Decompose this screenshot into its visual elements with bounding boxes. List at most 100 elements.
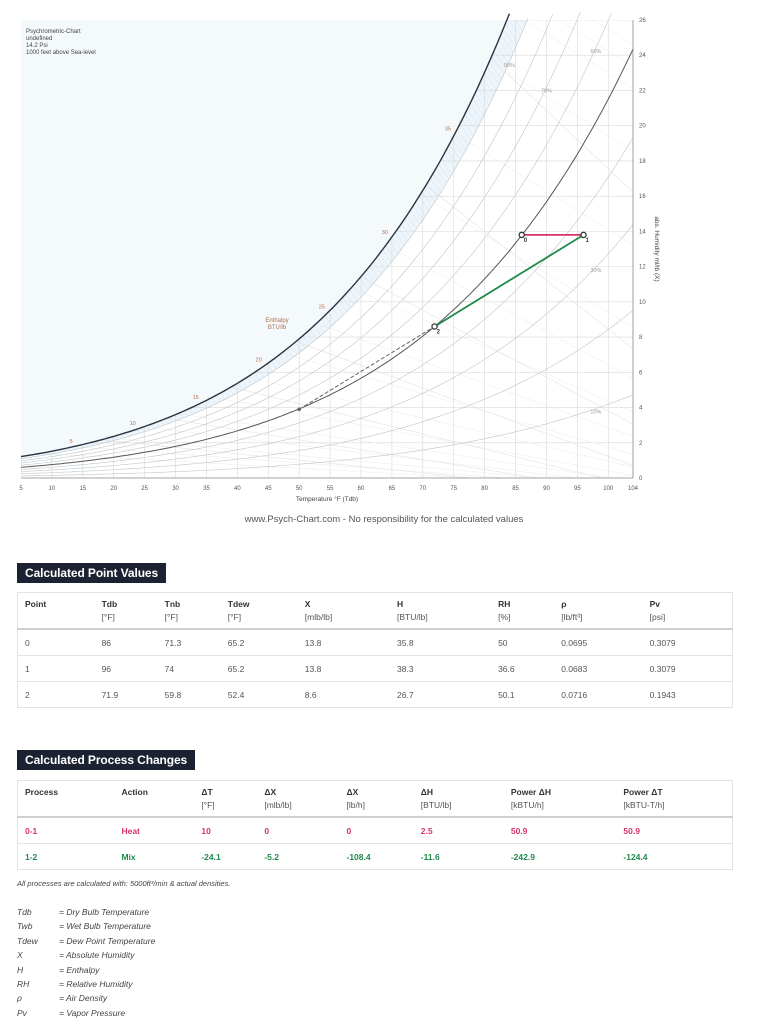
legend-abbr: H: [17, 964, 24, 975]
saturation-curve: [20, 13, 511, 458]
table-cell: -108.4: [339, 843, 414, 870]
column-header: X [mlb/lb]: [297, 592, 391, 630]
chart-title-line: undefined: [26, 36, 52, 42]
process-section-title: Calculated Process Changes: [17, 750, 196, 770]
legend-row: H = Enthalpy: [17, 965, 155, 979]
column-header-unit: [BTU/lb]: [397, 612, 428, 622]
column-header-unit: [%]: [498, 612, 511, 622]
legend-desc: = Relative Humidity: [59, 978, 133, 989]
rh-curve: [20, 48, 634, 468]
x-tick-label: 70: [419, 486, 426, 492]
chart-title-line: 14.2 Psi: [26, 43, 48, 49]
table-cell: Heat: [114, 816, 195, 844]
table-cell: 36.6: [491, 655, 555, 682]
wetbulb-gridline: [316, 323, 633, 437]
table-cell: -242.9: [503, 843, 617, 870]
legend-row: X = Absolute Humidity: [17, 950, 155, 964]
legend-row: Tdb = Dry Bulb Temperature: [17, 907, 155, 921]
legend-abbr: RH: [17, 978, 30, 989]
column-header-label: Tdb: [101, 599, 118, 609]
column-header-unit: [BTU/lb]: [420, 800, 452, 810]
column-header-label: ΔX: [264, 787, 277, 797]
enthalpy-tick-label: 35: [445, 127, 451, 133]
table-row: 1 96 74 65.2 13.8 38.3 36.6 0.0683 0.3079: [17, 655, 733, 682]
wetbulb-gridline: [489, 60, 633, 152]
abbreviation-legend: Tdb = Dry Bulb Temperature Twb = Wet Bulb T…: [17, 907, 155, 1022]
state-point: [431, 323, 438, 330]
legend-row: Pv = Vapor Pressure: [17, 1008, 155, 1022]
column-header: Pv [psi]: [642, 592, 733, 630]
column-header-unit: [mlb/lb]: [264, 800, 292, 810]
column-header-label: ΔT: [201, 787, 213, 797]
table-cell: 0.3079: [642, 655, 733, 682]
column-header-unit: [°F]: [164, 612, 178, 622]
x-tick-label: 100: [603, 486, 614, 492]
table-cell: -11.6: [413, 843, 504, 870]
x-tick-label: 35: [203, 486, 210, 492]
y-tick-label: 18: [639, 159, 646, 165]
x-tick-label: 50: [296, 486, 303, 492]
enthalpy-gridline: [360, 276, 633, 425]
table-cell: 10: [194, 816, 258, 844]
column-header-unit: [kBTU/h]: [510, 800, 544, 810]
rh-label: 70%: [541, 88, 552, 94]
column-header-label: X: [304, 599, 311, 609]
table-cell: 8.6: [297, 681, 391, 708]
column-header-label: Power ΔT: [623, 787, 663, 797]
column-header-unit: [25, 612, 95, 622]
legend-desc: = Dew Point Temperature: [59, 935, 156, 946]
table-cell: 50: [491, 628, 555, 656]
y-tick-label: 24: [639, 53, 646, 59]
enthalpy-gridline: [166, 418, 538, 478]
table-header-row: Point Tdb [°F] Tnb [°F] Tdew [°F] X [mlb/lb] H [B…: [17, 592, 733, 630]
table-cell: -5.2: [257, 843, 340, 870]
rh-curve: [20, 12, 612, 466]
column-header-label: Action: [121, 787, 148, 797]
column-header: Action: [114, 780, 195, 818]
column-header: Tdb [°F]: [94, 592, 158, 630]
y-tick-label: 22: [639, 88, 646, 94]
y-tick-label: 16: [639, 194, 646, 200]
table-row: 0-1 Heat 10 0 0 2.5 50.9 50.9: [17, 816, 733, 844]
enthalpy-gridline: [101, 439, 473, 478]
chart-axes: 5101520253035404590%70%60%30%10%51015202…: [19, 18, 646, 492]
table-cell: 71.9: [94, 681, 158, 708]
table-cell: 0.0716: [554, 681, 643, 708]
y-tick-label: 0: [639, 476, 643, 482]
y-tick-label: 2: [639, 441, 643, 447]
table-cell: 50.9: [503, 816, 617, 844]
rh-curve: [20, 14, 553, 462]
rh-curve: [20, 18, 529, 460]
wetbulb-gridline: [420, 194, 633, 329]
column-header-label: Tnb: [164, 599, 181, 609]
rh-curve: [20, 394, 634, 477]
legend-row: RH = Relative Humidity: [17, 979, 155, 993]
column-header: ΔH [BTU/lb]: [413, 780, 504, 818]
state-point-label: 1: [586, 238, 590, 244]
table-cell: 65.2: [220, 655, 298, 682]
state-point: [518, 231, 525, 239]
y-tick-label: 8: [639, 335, 643, 341]
x-tick-label: 90: [543, 486, 550, 492]
table-cell: 13.8: [297, 628, 391, 656]
rh-curve: [20, 224, 634, 472]
points-section-title: Calculated Point Values: [17, 563, 167, 583]
enthalpy-gridline: [556, 0, 768, 231]
y-axis-label: abs. Humidity ml/lb (X): [653, 216, 660, 281]
column-header-label: Pv: [649, 599, 661, 609]
point-values-table: Point Tdb [°F] Tnb [°F] Tdew [°F] X [mlb/lb] H [B…: [17, 592, 733, 708]
table-cell: 65.2: [220, 628, 298, 656]
legend-abbr: ρ: [17, 993, 22, 1004]
table-cell: 26.7: [390, 681, 492, 708]
table-cell: 0.3079: [642, 628, 733, 656]
mix-source-line: [298, 326, 435, 410]
rh-curves: [20, 11, 634, 477]
y-tick-label: 14: [639, 229, 646, 235]
legend-desc: = Wet Bulb Temperature: [59, 921, 151, 932]
x-tick-label: 104: [628, 486, 639, 492]
legend-desc: = Vapor Pressure: [59, 1007, 126, 1018]
column-header-unit: [mlb/lb]: [304, 612, 333, 622]
table-row: 0 86 71.3 65.2 13.8 35.8 50 0.0695 0.3079: [17, 628, 733, 656]
wetbulb-gridline: [351, 287, 633, 413]
chart-title-line: 1000 feet above Sea-level: [26, 50, 96, 56]
